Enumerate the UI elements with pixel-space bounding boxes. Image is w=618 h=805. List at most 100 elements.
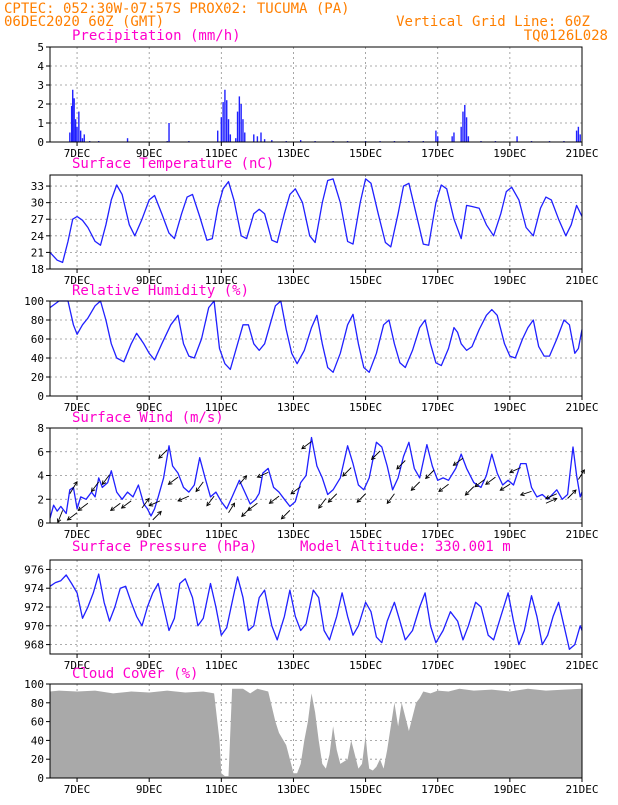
wind-vector (149, 500, 161, 507)
wind-vector (328, 493, 338, 503)
temp-ytick-label: 33 (31, 180, 44, 193)
wind-vector-head (56, 518, 62, 524)
pres-title: Surface Pressure (hPa) (72, 539, 257, 555)
wind-vector (247, 502, 258, 511)
wind-vector-head (109, 506, 115, 512)
temp-xtick-label: 9DEC (136, 274, 163, 287)
wind-vector-head (452, 461, 458, 466)
cloud-panel: 0 20 40 60 80 100 7DEC 9DEC 11DEC 13DEC 15DEC 17DEC… (24, 666, 598, 796)
precip-bar (299, 140, 302, 142)
temp-ytick-label: 24 (31, 230, 45, 243)
precip-bar (460, 126, 462, 142)
wind-vector-head (241, 512, 246, 518)
precip-bar (256, 136, 259, 142)
cloud-ytick-label: 80 (31, 697, 44, 710)
precip-bar (240, 104, 242, 142)
wind-vector-head (280, 514, 286, 520)
wind-vector-head (247, 506, 252, 512)
precip-bar (465, 117, 468, 142)
wind-line (49, 436, 583, 519)
cloud-xtick-label: 11DEC (205, 783, 238, 796)
wind-vector (152, 511, 162, 521)
rh-xtick-label: 19DEC (493, 401, 526, 414)
pres-xtick-label: 17DEC (421, 659, 454, 672)
precip-bar (577, 126, 580, 142)
wind-vector (78, 502, 89, 511)
wind-ytick-label: 4 (37, 470, 44, 483)
temp-title: Surface Temperature (nC) (72, 156, 274, 172)
pres-ytick-label: 976 (24, 563, 44, 576)
cloud-xtick-label: 9DEC (136, 783, 163, 796)
header-vertical-grid: Vertical Grid Line: 60Z (396, 14, 590, 30)
precip-xtick-label: 19DEC (493, 147, 526, 160)
pres-panel: 968 970 972 974 976 7DEC 9DEC 11DEC 13DEC 15DEC 17… (24, 539, 598, 672)
panels: 0 1 2 3 4 5 7DEC 9DEC 11DEC 13DEC 15DEC 17DEC 19DEC 2… (24, 28, 598, 796)
wind-vector (158, 449, 168, 459)
wind-vector (239, 475, 247, 485)
precip-bar (263, 139, 266, 142)
wind-vector (425, 469, 435, 479)
precip-bar (168, 123, 170, 142)
rh-ytick-label: 80 (31, 314, 44, 327)
precip-bar (73, 98, 75, 142)
temp-xtick-label: 21DEC (565, 274, 598, 287)
wind-vector (101, 474, 110, 485)
wind-vector (474, 479, 485, 488)
rh-xtick-label: 21DEC (565, 401, 598, 414)
precip-xtick-label: 11DEC (205, 147, 238, 160)
wind-vector (141, 498, 150, 509)
pres-line (49, 573, 583, 650)
precip-bar (235, 138, 237, 142)
precip-xtick-label: 21DEC (565, 147, 598, 160)
temp-line (49, 178, 583, 264)
header-location: CPTEC: 052:30W-07:57S PROX02: TUCUMA (PA… (4, 1, 350, 17)
precip-title: Precipitation (mm/h) (72, 28, 241, 44)
wind-vector (301, 441, 312, 450)
rh-ytick-label: 40 (31, 352, 44, 365)
precip-ytick-label: 4 (37, 60, 44, 73)
wind-vector-head (101, 480, 107, 486)
wind-vector (342, 467, 352, 477)
wind-xtick-label: 9DEC (136, 528, 163, 541)
wind-vector (500, 483, 511, 491)
wind-vector-head (509, 468, 514, 474)
precip-bar (227, 119, 230, 142)
rh-xtick-label: 9DEC (136, 401, 163, 414)
pres-xtick-label: 19DEC (493, 659, 526, 672)
wind-vector-head (572, 489, 577, 495)
wind-vector-head (177, 497, 183, 502)
rh-title: Relative Humidity (%) (72, 283, 249, 299)
precip-bar (224, 89, 226, 142)
wind-vector-head (474, 482, 480, 488)
precip-bar (437, 136, 439, 142)
wind-vector-head (167, 480, 173, 485)
cloud-area (50, 688, 582, 778)
cloud-ytick-label: 60 (31, 716, 44, 729)
precip-bar (72, 89, 74, 142)
cloud-xtick-label: 17DEC (421, 783, 454, 796)
wind-vector-head (77, 506, 83, 512)
wind-vector (121, 500, 132, 509)
wind-xtick-label: 15DEC (349, 528, 382, 541)
rh-frame (49, 300, 583, 397)
wind-panel: 0 2 4 6 8 7DEC 9DEC 11DEC 13DEC 15DEC 17DEC 19DEC 21… (37, 410, 598, 541)
wind-vector-head (301, 444, 306, 450)
pres-xtick-label: 9DEC (136, 659, 163, 672)
precip-bar (242, 119, 244, 142)
precip-panel: 0 1 2 3 4 5 7DEC 9DEC 11DEC 13DEC 15DEC 17DEC 19DEC 2… (37, 28, 598, 160)
wind-vector-head (327, 498, 333, 503)
wind-vector (356, 493, 366, 503)
temp-xtick-label: 13DEC (277, 274, 310, 287)
wind-vector-head (230, 502, 236, 508)
wind-vector-head (499, 486, 505, 491)
wind-vector-head (425, 474, 430, 480)
wind-vector (545, 493, 557, 499)
wind-xtick-label: 13DEC (277, 528, 310, 541)
wind-vector (69, 481, 78, 494)
wind-vector-head (519, 491, 525, 497)
wind-vector-head (90, 487, 96, 493)
precip-frame (49, 46, 583, 143)
precip-xtick-label: 9DEC (136, 147, 163, 160)
precip-bar (226, 100, 228, 142)
rh-ytick-label: 0 (37, 390, 44, 403)
